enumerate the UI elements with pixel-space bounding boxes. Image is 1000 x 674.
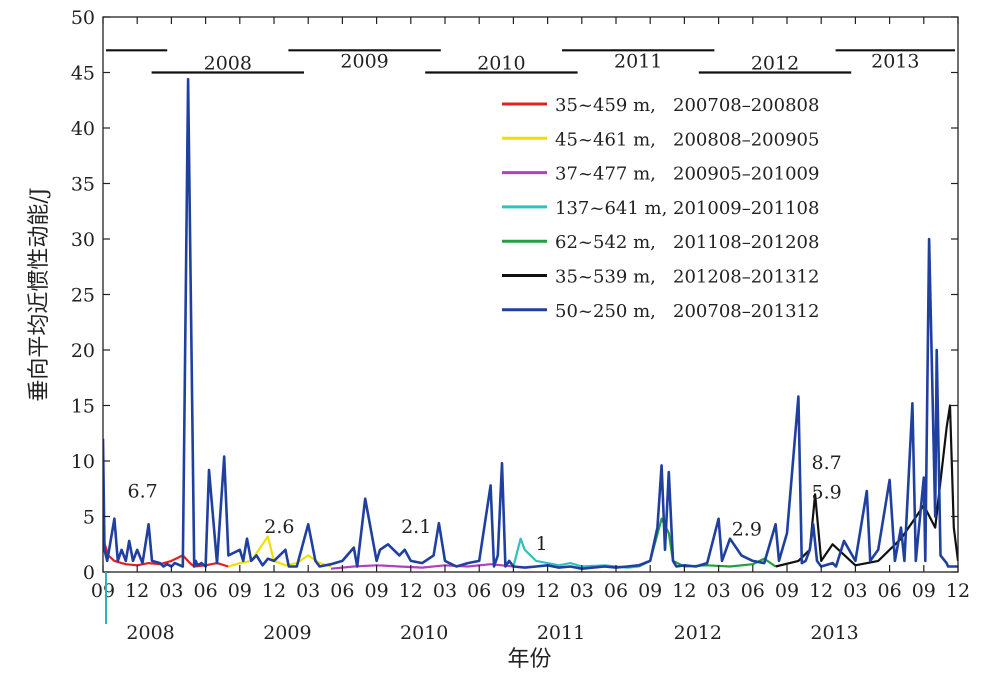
legend-label: 137~641 m, 201009–201108	[555, 198, 819, 219]
series-line-7	[103, 77, 958, 571]
x-tick-label: 06	[878, 580, 902, 602]
year-bar-label: 2011	[614, 50, 662, 72]
annotation-label: 5.9	[811, 482, 841, 504]
y-tick-label: 40	[71, 118, 95, 140]
x-axis-title: 年份	[507, 647, 551, 672]
x-tick-label: 03	[707, 580, 731, 602]
y-tick-label: 5	[83, 507, 95, 529]
annotation-label: 2.6	[264, 516, 294, 538]
x-tick-label: 09	[365, 580, 389, 602]
legend-label: 45~461 m, 200808–200905	[555, 129, 819, 150]
x-year-label: 2011	[537, 622, 585, 644]
y-tick-label: 45	[71, 63, 95, 85]
year-bar-label: 2010	[477, 53, 525, 75]
y-tick-label: 30	[71, 229, 95, 251]
x-year-label: 2009	[263, 622, 311, 644]
annotation-label: 6.7	[127, 481, 157, 503]
x-tick-label: 06	[604, 580, 628, 602]
legend-label: 62~542 m, 201108–201208	[555, 232, 819, 253]
annotation-label: 1	[536, 533, 548, 555]
x-tick-label: 03	[159, 580, 183, 602]
x-tick-label: 12	[536, 580, 560, 602]
series-line-6	[775, 404, 958, 568]
year-bars: 2008 2009 2010 2011 2012 2013	[106, 49, 955, 75]
x-tick-label: 09	[638, 580, 662, 602]
annotation-label: 8.7	[811, 452, 841, 474]
year-bar-label: 2012	[751, 53, 799, 75]
y-tick-label: 20	[71, 340, 95, 362]
x-tick-label: 09	[501, 580, 525, 602]
x-tick-label: 12	[262, 580, 286, 602]
y-axis-title: 垂向平均近惯性动能/J	[27, 187, 52, 401]
series-line-3	[330, 563, 514, 570]
annotation-label: 2.9	[732, 518, 762, 540]
x-tick-label: 06	[467, 580, 491, 602]
year-bar-label: 2013	[871, 50, 919, 72]
x-tick-label: 06	[741, 580, 765, 602]
annotations: 6.7 2.6 2.1 1 2.9 8.7 5.9	[127, 452, 841, 555]
x-tick-label: 12	[672, 580, 696, 602]
x-tick-label: 12	[946, 580, 970, 602]
legend-label: 37~477 m, 200905–201009	[555, 164, 819, 185]
y-tick-label: 25	[71, 285, 95, 307]
x-year-label: 2010	[400, 622, 448, 644]
x-tick-label: 12	[399, 580, 423, 602]
x-tick-label: 09	[912, 580, 936, 602]
x-tick-label: 06	[194, 580, 218, 602]
x-year-label: 2013	[810, 622, 858, 644]
legend: 35~459 m, 200708–200808 45~461 m, 200808–…	[502, 95, 819, 322]
y-tick-label: 0	[83, 562, 95, 584]
x-tick-label: 09	[228, 580, 252, 602]
y-tick-label: 15	[71, 396, 95, 418]
x-tick-label: 12	[809, 580, 833, 602]
x-year-label: 2008	[126, 622, 174, 644]
annotation-label: 2.1	[401, 516, 431, 538]
x-tick-label: 03	[433, 580, 457, 602]
y-tick-label: 10	[71, 451, 95, 473]
x-tick-label: 06	[330, 580, 354, 602]
x-tick-label: 03	[570, 580, 594, 602]
legend-label: 35~539 m, 201208–201312	[555, 267, 819, 288]
legend-label: 35~459 m, 200708–200808	[555, 95, 819, 116]
y-tick-label: 35	[71, 174, 95, 196]
x-tick-label: 03	[843, 580, 867, 602]
year-bar-label: 2009	[340, 50, 388, 72]
legend-label: 50~250 m, 200708–201312	[555, 301, 819, 322]
x-year-label: 2012	[674, 622, 722, 644]
x-tick-label: 09	[91, 580, 115, 602]
series-line-4	[512, 537, 639, 569]
plot-area	[103, 77, 958, 571]
x-tick-label: 09	[775, 580, 799, 602]
x-tick-label: 12	[125, 580, 149, 602]
x-tick-label: 03	[296, 580, 320, 602]
y-tick-label: 50	[71, 7, 95, 29]
year-bar-label: 2008	[204, 53, 252, 75]
